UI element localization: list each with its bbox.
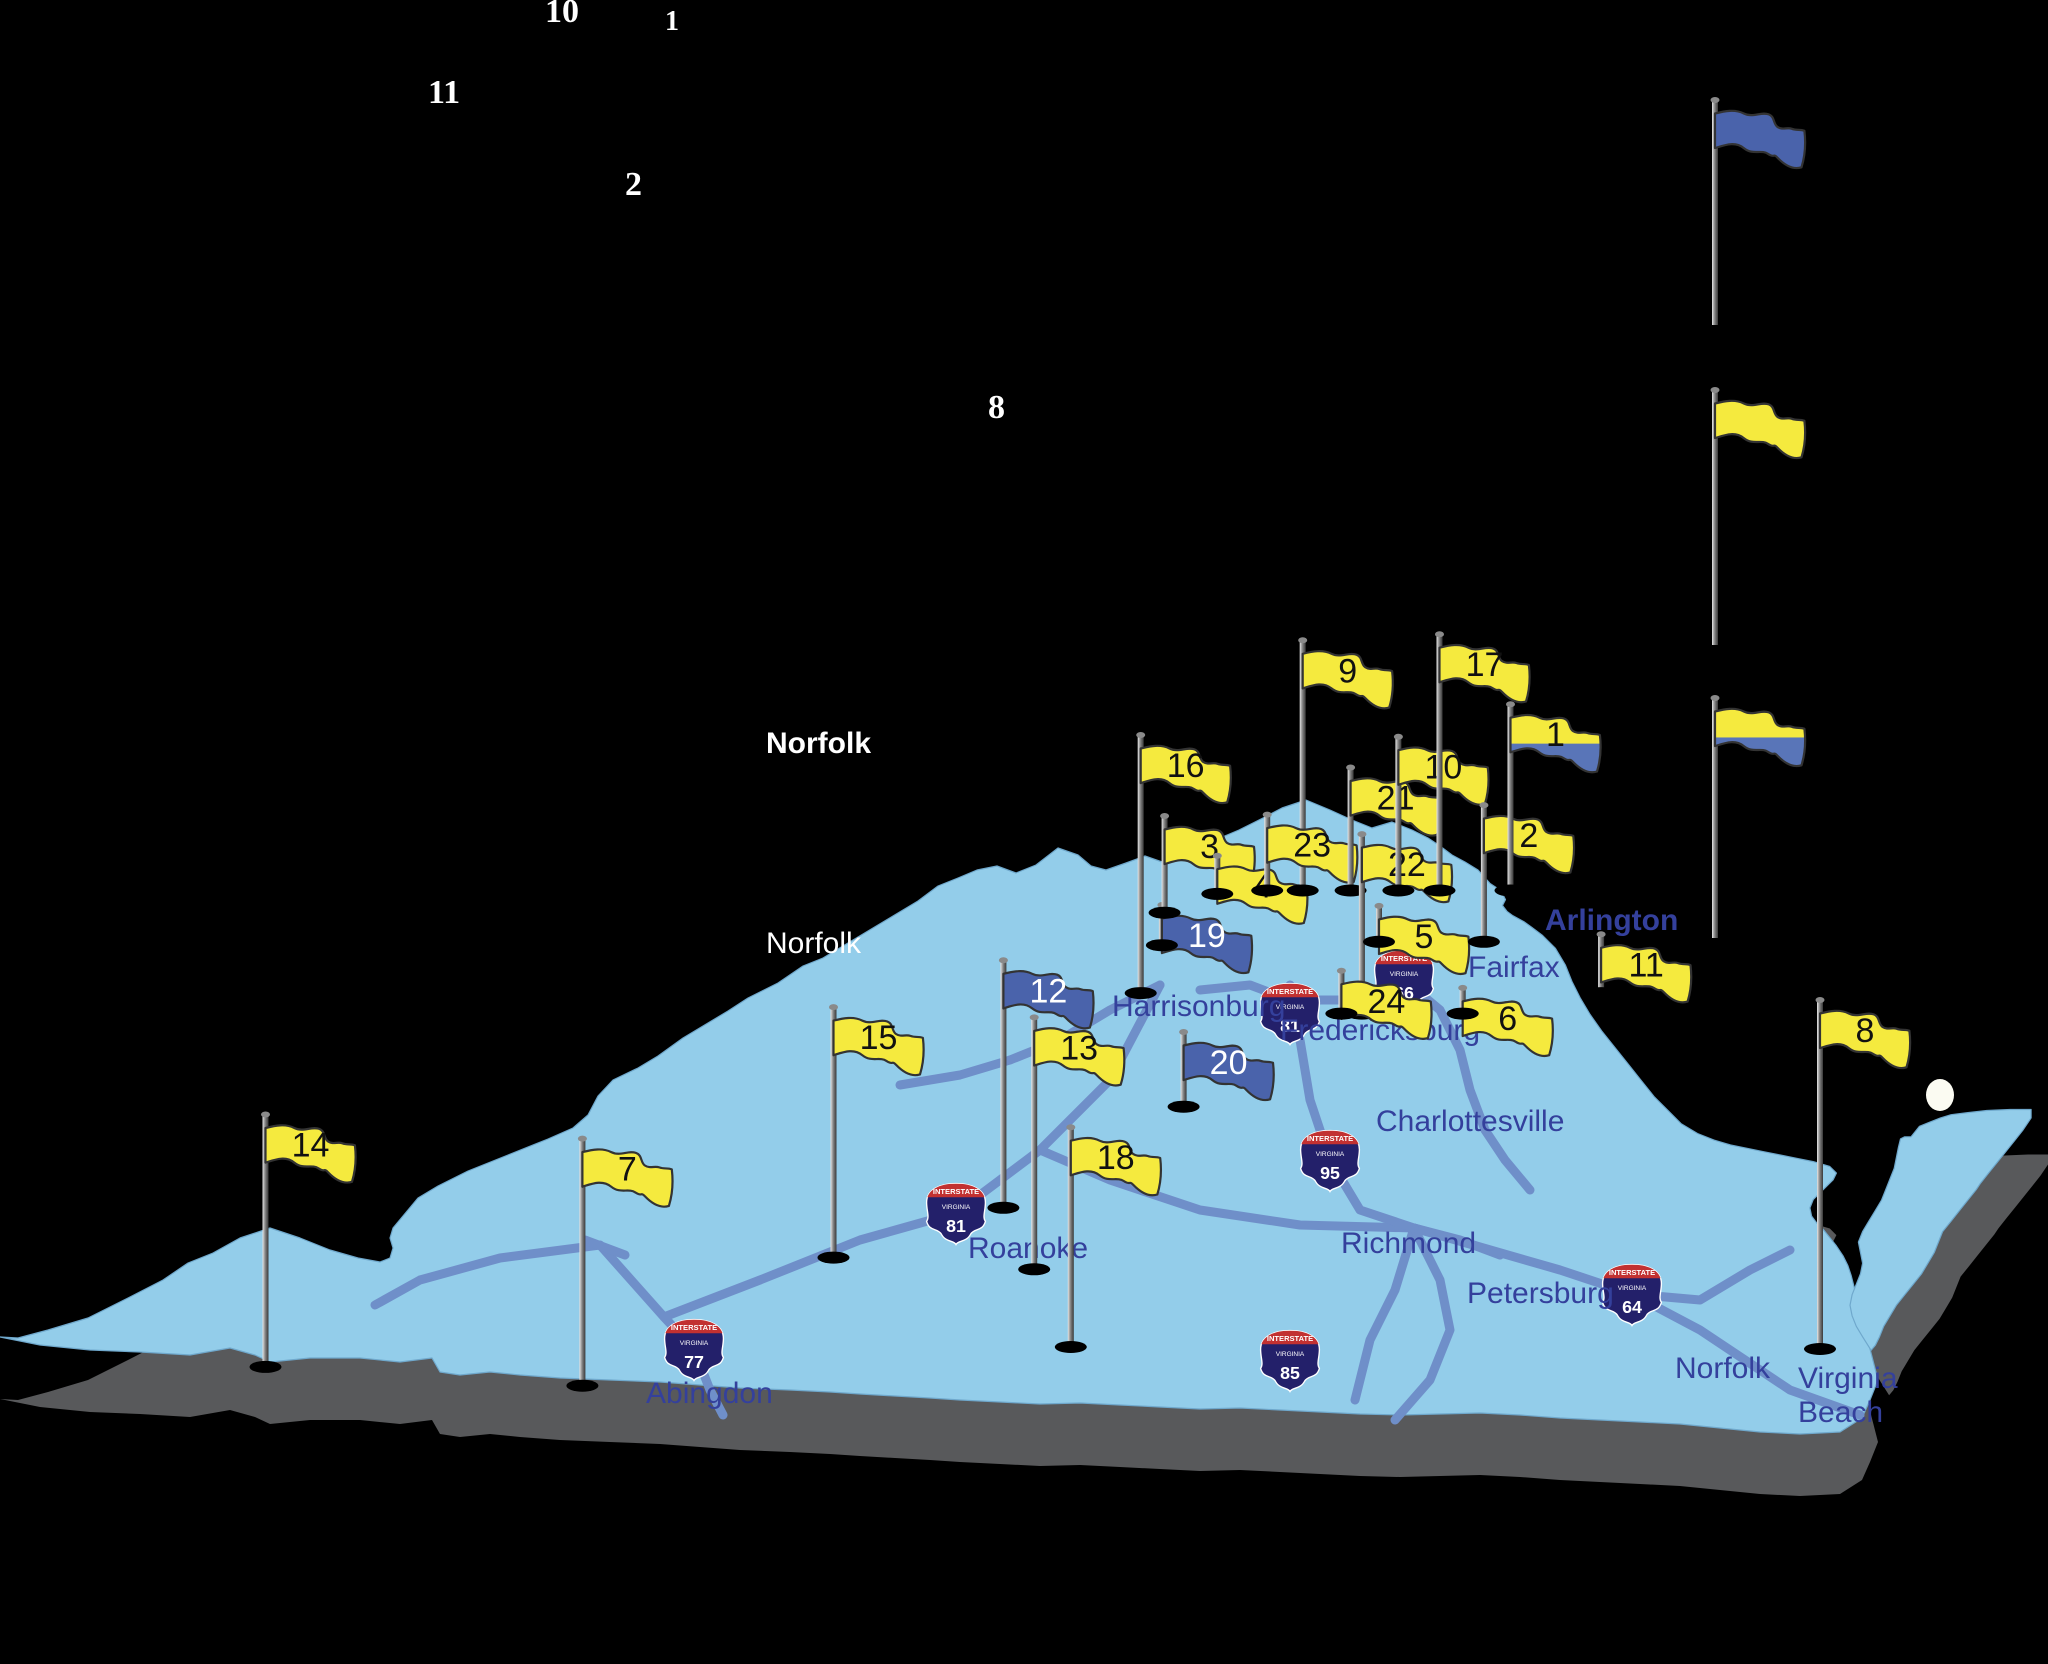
svg-text:INTERSTATE: INTERSTATE xyxy=(1267,1334,1313,1343)
svg-text:95: 95 xyxy=(1320,1163,1340,1183)
svg-text:Petersburg: Petersburg xyxy=(1467,1277,1614,1310)
svg-text:16: 16 xyxy=(1167,747,1205,785)
svg-text:13: 13 xyxy=(1060,1029,1098,1067)
svg-text:Norfolk: Norfolk xyxy=(766,727,871,760)
svg-text:23: 23 xyxy=(1293,827,1331,865)
svg-text:Virginia: Virginia xyxy=(1798,1362,1898,1395)
svg-text:INTERSTATE: INTERSTATE xyxy=(1609,1268,1655,1277)
svg-text:11: 11 xyxy=(428,74,460,111)
svg-text:85: 85 xyxy=(1280,1363,1300,1383)
svg-text:Richmond: Richmond xyxy=(1341,1227,1476,1260)
svg-text:INTERSTATE: INTERSTATE xyxy=(1307,1134,1353,1143)
svg-text:Charlottesville: Charlottesville xyxy=(1376,1105,1564,1138)
svg-text:10: 10 xyxy=(545,0,579,30)
svg-text:2: 2 xyxy=(1519,817,1538,855)
svg-text:81: 81 xyxy=(946,1216,966,1236)
svg-text:12: 12 xyxy=(1029,972,1067,1010)
svg-text:Norfolk: Norfolk xyxy=(1675,1352,1771,1385)
svg-text:Abingdon: Abingdon xyxy=(646,1377,773,1410)
svg-text:22: 22 xyxy=(1388,846,1426,884)
svg-text:VIRGINIA: VIRGINIA xyxy=(1316,1151,1345,1158)
svg-text:VIRGINIA: VIRGINIA xyxy=(1276,1351,1305,1358)
svg-text:8: 8 xyxy=(1856,1012,1875,1050)
svg-text:VIRGINIA: VIRGINIA xyxy=(680,1340,709,1347)
svg-text:VIRGINIA: VIRGINIA xyxy=(1390,971,1419,978)
svg-text:10: 10 xyxy=(1424,749,1462,787)
svg-text:15: 15 xyxy=(860,1019,898,1057)
svg-text:7: 7 xyxy=(618,1151,637,1189)
svg-text:INTERSTATE: INTERSTATE xyxy=(671,1323,717,1332)
svg-text:18: 18 xyxy=(1097,1139,1135,1177)
svg-text:1: 1 xyxy=(665,6,679,37)
svg-text:5: 5 xyxy=(1415,918,1434,956)
svg-text:14: 14 xyxy=(292,1127,330,1165)
svg-text:Beach: Beach xyxy=(1798,1396,1883,1429)
svg-text:Fairfax: Fairfax xyxy=(1468,951,1560,984)
svg-text:17: 17 xyxy=(1466,646,1504,684)
svg-text:24: 24 xyxy=(1367,983,1405,1021)
svg-text:64: 64 xyxy=(1622,1297,1642,1317)
svg-text:11: 11 xyxy=(1628,946,1663,984)
svg-text:Norfolk: Norfolk xyxy=(766,927,862,960)
svg-text:77: 77 xyxy=(684,1352,704,1372)
svg-text:INTERSTATE: INTERSTATE xyxy=(933,1187,979,1196)
svg-text:VIRGINIA: VIRGINIA xyxy=(1618,1285,1647,1292)
svg-text:VIRGINIA: VIRGINIA xyxy=(942,1204,971,1211)
svg-text:1: 1 xyxy=(1546,716,1565,754)
svg-text:2: 2 xyxy=(625,166,642,203)
svg-text:Arlington: Arlington xyxy=(1545,904,1678,937)
svg-text:19: 19 xyxy=(1188,917,1226,955)
svg-text:20: 20 xyxy=(1210,1044,1248,1082)
svg-text:6: 6 xyxy=(1498,1000,1517,1038)
svg-text:8: 8 xyxy=(988,389,1005,426)
svg-text:9: 9 xyxy=(1338,652,1357,690)
